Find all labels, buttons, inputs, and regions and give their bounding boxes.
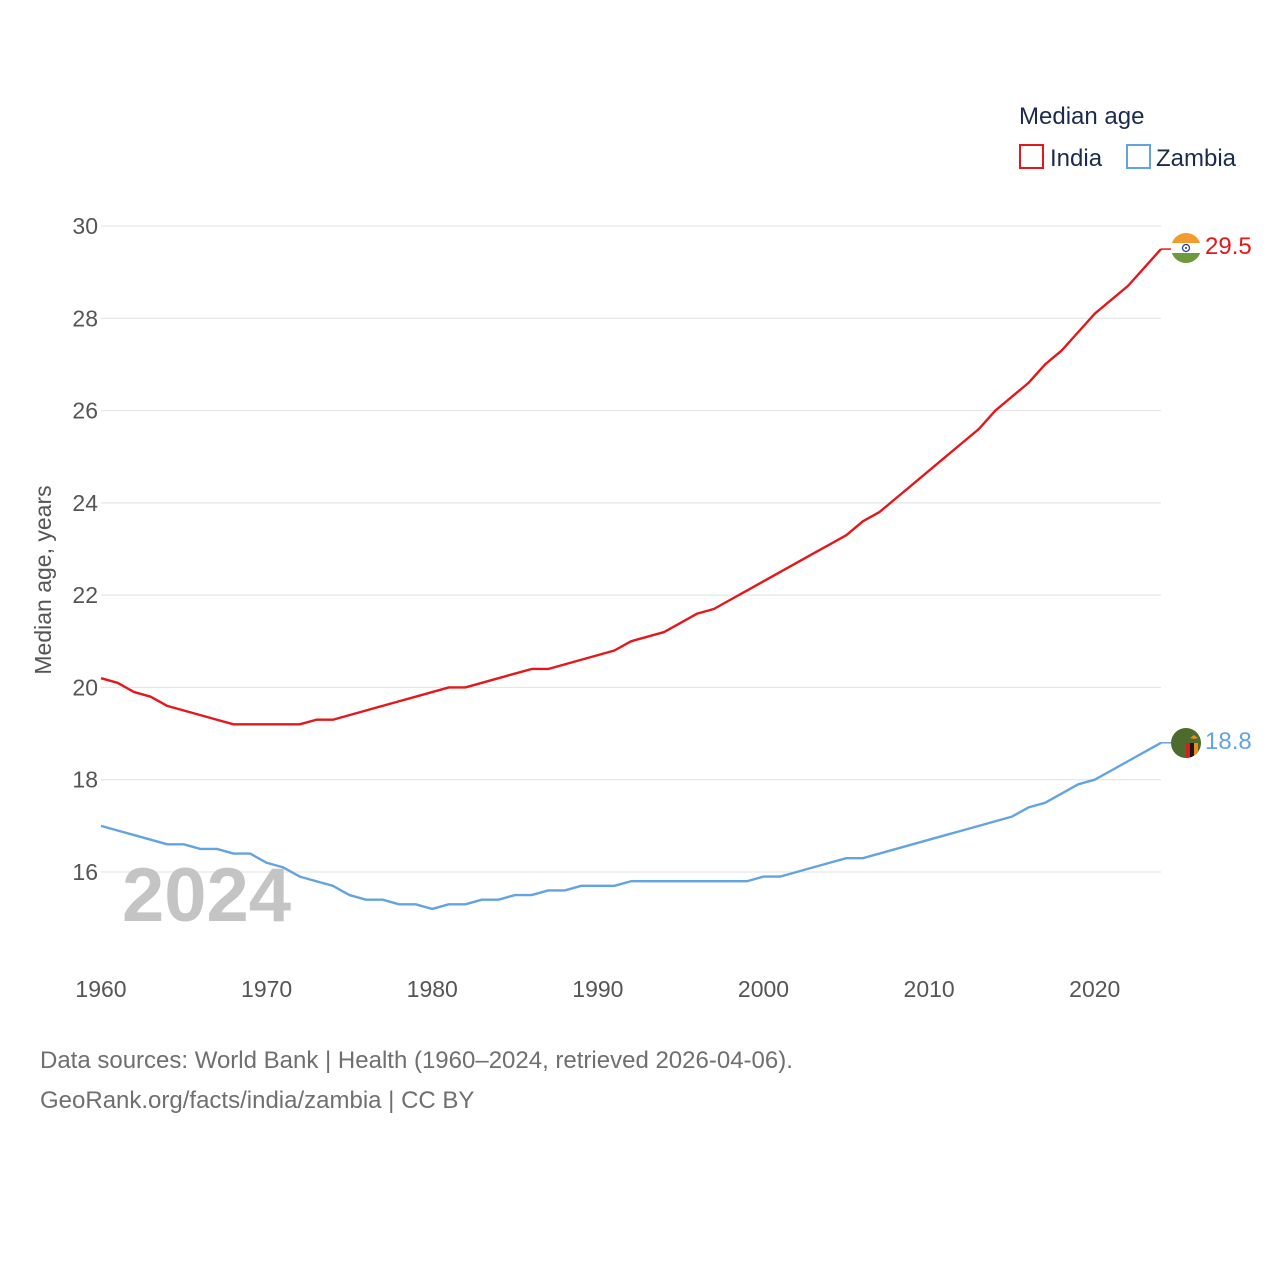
gridlines [101,225,1161,873]
y-axis-ticks: 16 18 20 22 24 26 28 30 [72,213,98,885]
legend-swatch-zambia[interactable] [1126,144,1151,169]
y-tick-label: 28 [72,305,98,331]
y-tick-label: 18 [72,767,98,793]
series-line-zambia[interactable] [100,741,1162,911]
x-tick-label: 1960 [75,976,126,1002]
y-tick-label: 24 [72,490,98,516]
year-watermark: 2024 [122,853,291,938]
legend-swatch-india[interactable] [1019,144,1044,169]
y-tick-label: 22 [72,582,98,608]
y-tick-label: 20 [72,674,98,700]
legend-title: Median age [1019,103,1144,130]
y-tick-label: 30 [72,213,98,239]
india-end-value: 29.5 [1205,233,1252,260]
india-flag-icon [1171,233,1201,263]
x-tick-label: 1980 [407,976,458,1002]
x-tick-label: 2010 [904,976,955,1002]
legend-label-zambia[interactable]: Zambia [1156,145,1237,172]
series-lines [100,248,1171,911]
zambia-end-value: 18.8 [1205,728,1252,755]
series-line-india[interactable] [100,248,1162,726]
x-tick-label: 1990 [572,976,623,1002]
x-tick-label: 1970 [241,976,292,1002]
legend-label-india[interactable]: India [1050,145,1103,172]
y-axis-title: Median age, years [30,485,56,674]
x-tick-label: 2020 [1069,976,1120,1002]
zambia-flag-icon [1171,728,1201,758]
x-axis-ticks: 1960 1970 1980 1990 2000 2010 2020 [75,976,1120,1002]
legend[interactable]: Median age India Zambia [1019,103,1237,172]
source-note: Data sources: World Bank | Health (1960–… [40,1047,793,1074]
y-tick-label: 26 [72,398,98,424]
source-link[interactable]: GeoRank.org/facts/india/zambia | CC BY [40,1087,474,1114]
y-tick-label: 16 [72,859,98,885]
x-tick-label: 2000 [738,976,789,1002]
